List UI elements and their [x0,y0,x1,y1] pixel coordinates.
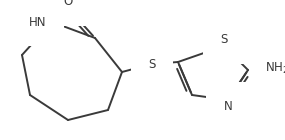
Text: S: S [220,33,228,46]
Text: O: O [63,0,73,8]
Text: NH$_2$: NH$_2$ [265,60,285,76]
Text: S: S [148,58,156,71]
Text: HN: HN [28,16,46,29]
Text: N: N [224,100,232,113]
